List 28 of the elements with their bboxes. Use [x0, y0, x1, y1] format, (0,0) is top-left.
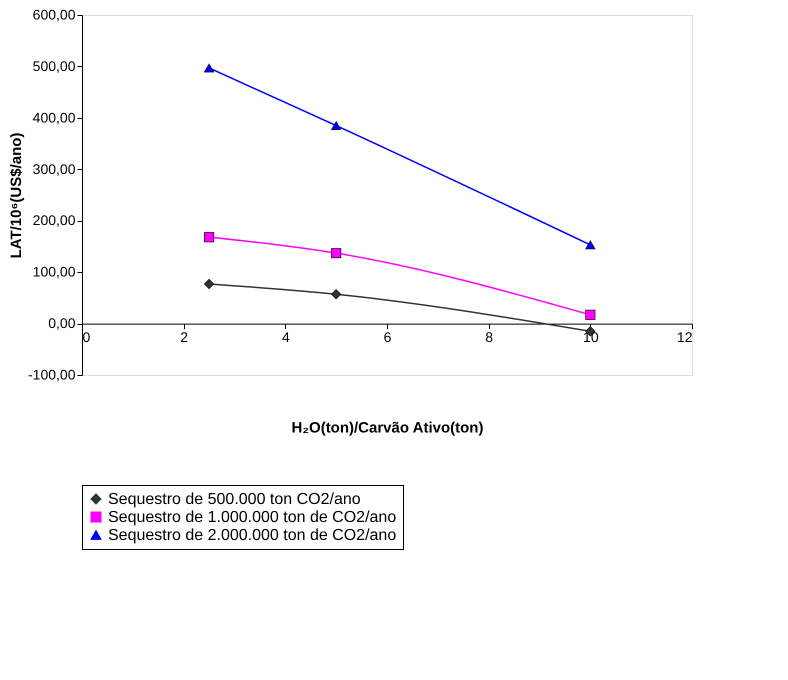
y-tick-label: -100,00 — [28, 366, 76, 382]
point — [204, 64, 214, 72]
point — [204, 278, 214, 290]
x-tick-label: 2 — [180, 329, 188, 346]
point — [331, 289, 342, 300]
legend-label: Sequestro de 500.000 ton CO2/ano — [108, 491, 361, 508]
x-axis-title: H₂O(ton)/Carvão Ativo(ton) — [292, 420, 484, 436]
x-tick-label: 4 — [282, 329, 290, 346]
x-tick-label: 8 — [485, 329, 494, 346]
point — [204, 232, 214, 242]
point — [331, 121, 342, 130]
y-tick-label: 500,00 — [32, 58, 76, 74]
y-tick-label: 600,00 — [32, 6, 76, 22]
y-tick-label: 200,00 — [32, 212, 76, 228]
x-tick-label: 10 — [583, 329, 599, 346]
point — [585, 310, 596, 320]
x-tick-label: 6 — [384, 329, 392, 346]
y-tick-label: 300,00 — [32, 160, 76, 177]
y-axis-title: LAT/10⁶(US$/ano) — [8, 132, 26, 258]
point — [585, 240, 596, 250]
y-tick-label: 100,00 — [32, 264, 76, 280]
legend-label: Sequestro de 2.000.000 ton de CO2/ano — [108, 527, 396, 544]
y-tick-label: 0,00 — [48, 315, 76, 332]
point — [331, 248, 342, 258]
legend-label: Sequestro de 1.000.000 ton de CO2/ano — [108, 509, 396, 526]
y-tick-label: 400,00 — [32, 109, 76, 126]
x-tick-label: 12 — [676, 329, 693, 346]
x-tick-label: 0 — [82, 329, 90, 346]
